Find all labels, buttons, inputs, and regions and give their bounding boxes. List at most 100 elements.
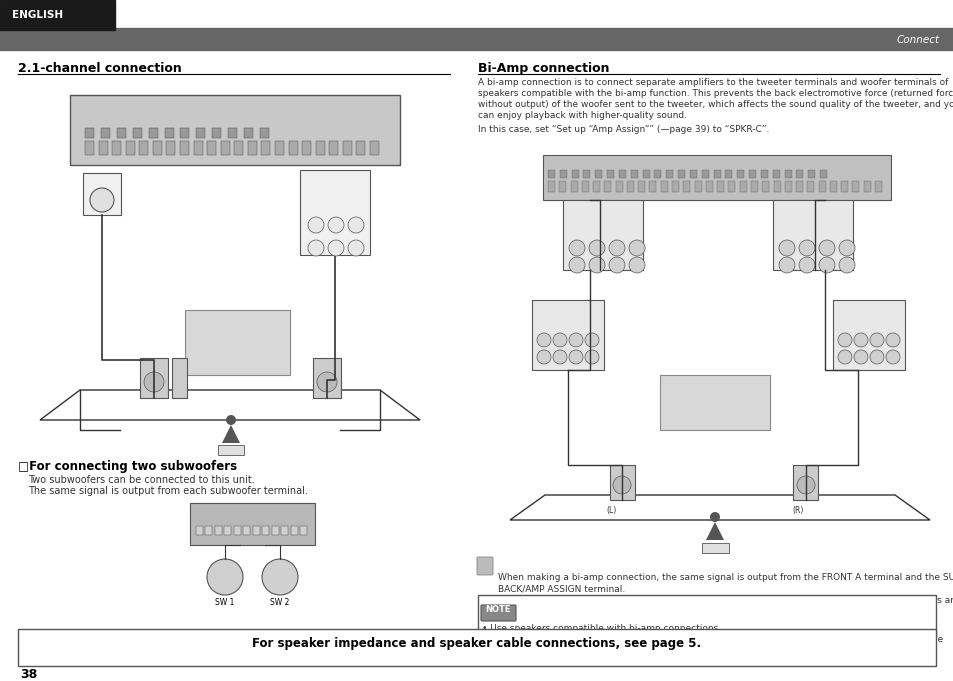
Bar (638, 181, 644, 192)
Bar (750, 181, 758, 192)
Bar (315, 141, 324, 155)
Bar (604, 181, 611, 192)
Circle shape (584, 333, 598, 347)
Bar (0, 0, 115, 30)
Text: BACK/AMP ASSIGN: BACK/AMP ASSIGN (772, 203, 830, 208)
Bar (132, 128, 142, 138)
Bar (214, 526, 222, 535)
Bar (532, 300, 603, 370)
Bar (606, 170, 614, 178)
Text: can enjoy playback with higher-quality sound.: can enjoy playback with higher-quality s… (477, 111, 686, 120)
Bar (244, 128, 253, 138)
Bar (654, 170, 660, 178)
Bar (593, 181, 599, 192)
Circle shape (308, 240, 324, 256)
Bar (261, 141, 270, 155)
Circle shape (144, 372, 164, 392)
Text: The same signal is output from each subwoofer terminal.: The same signal is output from each subw… (28, 486, 308, 496)
Text: (R): (R) (791, 506, 802, 515)
Bar (172, 358, 187, 398)
Bar (671, 181, 679, 192)
Bar (642, 170, 649, 178)
Text: ENGLISH: ENGLISH (12, 10, 63, 20)
Bar (841, 181, 847, 192)
Circle shape (568, 333, 582, 347)
Bar (832, 300, 904, 370)
Bar (152, 141, 162, 155)
Text: A bi-amp connection is to connect separate amplifiers to the tweeter terminals a: A bi-amp connection is to connect separa… (477, 78, 947, 87)
Bar (126, 141, 134, 155)
Text: subwoofers, 5.1-channel playback is available.: subwoofers, 5.1-channel playback is avai… (477, 607, 689, 616)
Bar (370, 141, 378, 155)
Bar (139, 141, 148, 155)
Bar (818, 181, 824, 192)
Bar (98, 141, 108, 155)
Bar (253, 526, 259, 535)
Bar (140, 358, 168, 398)
Bar (728, 181, 735, 192)
Bar (180, 128, 190, 138)
Bar (761, 181, 768, 192)
Bar (547, 170, 555, 178)
Bar (164, 128, 173, 138)
Bar (116, 128, 126, 138)
Bar (281, 526, 288, 535)
Bar (299, 526, 307, 535)
Bar (547, 181, 555, 192)
Bar (665, 170, 673, 178)
Text: FR: FR (793, 494, 806, 503)
Text: • Use speakers compatible with bi-amp connections.: • Use speakers compatible with bi-amp co… (481, 624, 720, 633)
Circle shape (588, 240, 604, 256)
Bar (659, 375, 769, 430)
Text: FL: FL (614, 494, 625, 503)
Text: without output) of the woofer sent to the tweeter, which affects the sound quali: without output) of the woofer sent to th… (477, 100, 953, 109)
Circle shape (837, 350, 851, 364)
Bar (626, 181, 633, 192)
Bar (299, 170, 370, 255)
Bar (724, 170, 732, 178)
Text: • When making bi-amp connections, be sure to remove the short-circuiting plate o: • When making bi-amp connections, be sur… (481, 635, 943, 644)
Text: speaker’s woofer and tweeter terminals.: speaker’s woofer and tweeter terminals. (481, 646, 674, 655)
Circle shape (584, 350, 598, 364)
Bar (101, 128, 110, 138)
Bar (542, 155, 890, 200)
Bar (274, 141, 284, 155)
Bar (760, 170, 767, 178)
Bar (701, 543, 728, 553)
Bar (207, 141, 216, 155)
Text: 38: 38 (20, 668, 37, 681)
Bar (195, 526, 203, 535)
Circle shape (90, 188, 113, 212)
Bar (248, 141, 256, 155)
Circle shape (316, 372, 336, 392)
Bar (83, 173, 121, 215)
Circle shape (613, 476, 630, 494)
Bar (243, 526, 250, 535)
Bar (660, 181, 667, 192)
Circle shape (588, 257, 604, 273)
Bar (356, 141, 365, 155)
Bar (562, 200, 642, 270)
Bar (682, 181, 690, 192)
Circle shape (328, 240, 344, 256)
Bar (18, 629, 935, 666)
Text: SW 2: SW 2 (270, 598, 290, 607)
Polygon shape (222, 425, 240, 443)
Text: speakers compatible with the bi-amp function. This prevents the back electromoti: speakers compatible with the bi-amp func… (477, 89, 953, 98)
Bar (302, 141, 311, 155)
Bar (795, 181, 802, 192)
Bar (190, 503, 314, 545)
Circle shape (262, 559, 297, 595)
FancyBboxPatch shape (476, 557, 493, 575)
Bar (806, 181, 814, 192)
Bar (615, 181, 622, 192)
Bar (772, 170, 779, 178)
Circle shape (537, 333, 551, 347)
Bar (570, 181, 577, 192)
Circle shape (885, 333, 899, 347)
Circle shape (838, 240, 854, 256)
Circle shape (853, 350, 867, 364)
Text: Connect: Connect (896, 35, 939, 45)
FancyBboxPatch shape (480, 605, 516, 621)
Circle shape (818, 257, 834, 273)
